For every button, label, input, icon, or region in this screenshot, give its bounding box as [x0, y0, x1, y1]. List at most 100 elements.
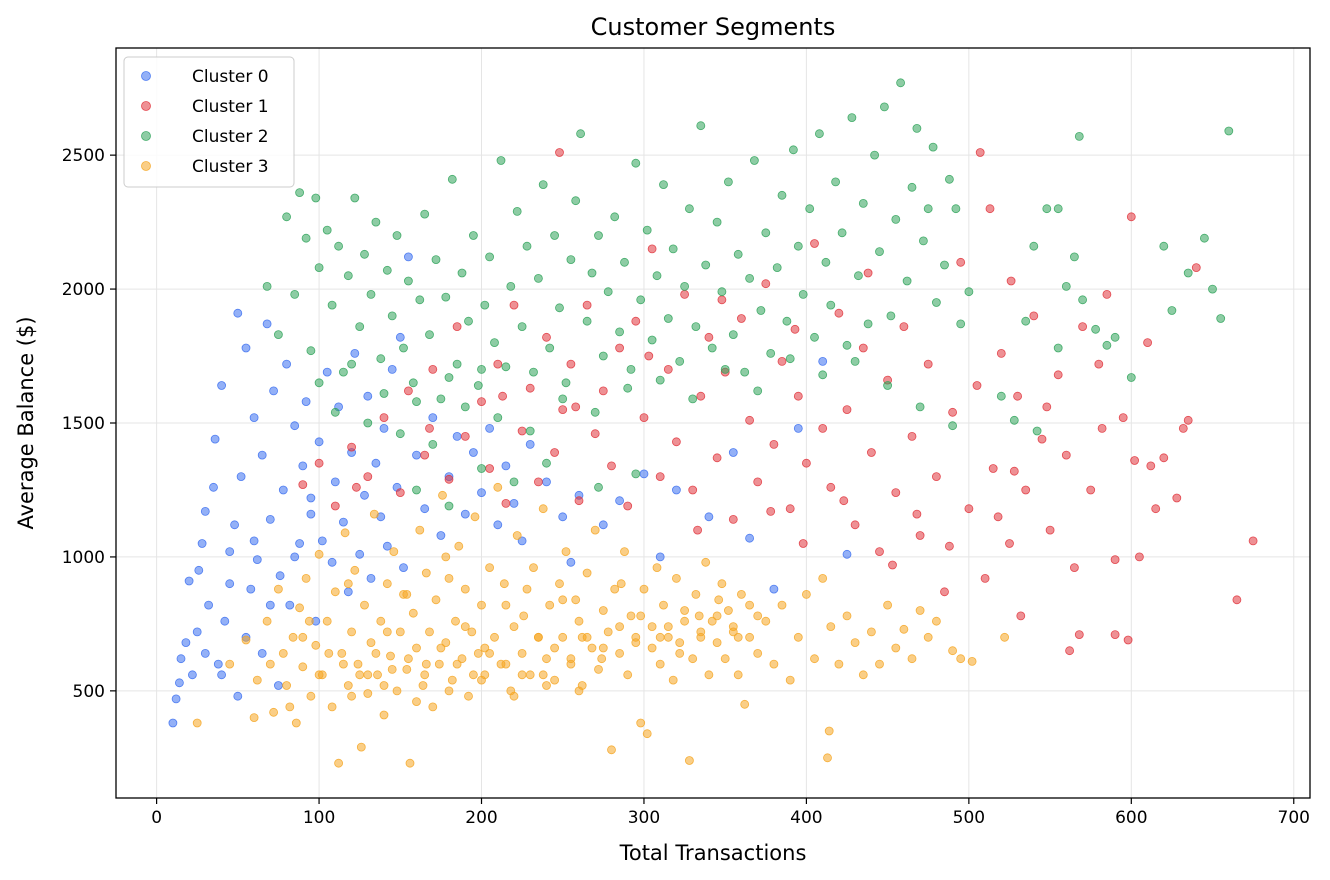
data-point: [1078, 322, 1087, 332]
data-point: [691, 322, 701, 332]
data-point: [626, 611, 636, 621]
data-point: [355, 670, 365, 680]
data-point: [714, 595, 724, 605]
y-tick-label: 2000: [62, 280, 105, 300]
data-point: [473, 649, 483, 658]
data-point: [512, 206, 522, 216]
data-point: [477, 675, 486, 685]
data-point: [392, 686, 402, 696]
data-point: [444, 574, 454, 583]
data-point: [810, 654, 819, 664]
data-point: [452, 431, 462, 441]
data-point: [493, 482, 503, 492]
data-point: [420, 450, 430, 460]
data-point: [724, 177, 733, 187]
data-point: [712, 611, 722, 621]
data-point: [355, 322, 365, 332]
data-point: [403, 252, 413, 262]
data-point: [598, 643, 608, 653]
data-point: [636, 295, 646, 305]
data-point: [265, 515, 275, 524]
data-point: [493, 413, 503, 423]
data-point: [712, 638, 722, 647]
data-point: [587, 643, 597, 653]
data-point: [915, 531, 925, 540]
data-point: [452, 659, 462, 669]
data-point: [225, 547, 235, 556]
data-point: [241, 343, 251, 353]
data-point: [831, 177, 840, 187]
data-point: [863, 319, 873, 329]
data-point: [948, 407, 957, 417]
data-point: [777, 190, 787, 200]
data-point: [241, 635, 251, 645]
data-point: [555, 303, 564, 313]
data-point: [1053, 370, 1063, 380]
x-tick-label: 700: [1278, 808, 1310, 828]
data-point: [441, 292, 451, 302]
data-point: [369, 509, 379, 519]
data-point: [444, 474, 454, 484]
x-tick-label: 300: [628, 808, 660, 828]
data-point: [761, 279, 771, 289]
data-point: [956, 319, 966, 329]
data-point: [850, 638, 860, 647]
data-point: [360, 600, 369, 610]
data-point: [818, 423, 828, 433]
data-point: [350, 565, 360, 575]
data-point: [655, 472, 665, 482]
data-point: [371, 217, 381, 227]
data-point: [171, 694, 181, 704]
y-tick-label: 500: [73, 682, 105, 702]
data-point: [1086, 485, 1096, 495]
data-point: [273, 330, 283, 340]
data-point: [420, 209, 430, 219]
legend-box: [123, 56, 295, 188]
data-point: [558, 632, 568, 642]
data-point: [306, 691, 316, 701]
data-point: [517, 426, 527, 436]
data-point: [282, 681, 292, 690]
data-point: [509, 477, 519, 487]
data-point: [444, 373, 454, 382]
data-point: [338, 659, 348, 669]
data-point: [915, 606, 925, 615]
data-point: [517, 536, 527, 546]
data-point: [265, 659, 275, 669]
legend-marker: [141, 161, 151, 171]
data-point: [550, 231, 559, 240]
data-point: [485, 464, 495, 473]
data-point: [616, 579, 626, 589]
data-point: [477, 397, 486, 407]
data-point: [1037, 434, 1047, 444]
data-point: [371, 649, 381, 658]
data-point: [870, 150, 879, 160]
data-point: [395, 488, 405, 498]
data-point: [194, 565, 204, 575]
data-point: [298, 662, 308, 672]
data-point: [460, 402, 470, 412]
data-point: [850, 520, 860, 530]
data-point: [501, 600, 511, 610]
data-point: [888, 560, 897, 570]
y-axis-label: Average Balance ($): [14, 316, 38, 529]
data-point: [506, 281, 516, 291]
data-point: [798, 289, 808, 299]
data-point: [842, 611, 852, 621]
data-point: [363, 418, 373, 428]
data-point: [875, 659, 884, 669]
data-point: [680, 289, 689, 299]
data-point: [940, 260, 949, 270]
data-point: [314, 437, 324, 447]
data-point: [636, 718, 646, 728]
data-point: [597, 654, 607, 664]
data-point: [875, 247, 884, 257]
data-point: [810, 332, 819, 342]
data-point: [993, 512, 1003, 522]
data-point: [275, 571, 285, 581]
data-point: [945, 541, 954, 551]
data-point: [379, 413, 389, 423]
data-point: [441, 638, 451, 647]
data-point: [457, 654, 467, 664]
data-point: [858, 343, 868, 353]
